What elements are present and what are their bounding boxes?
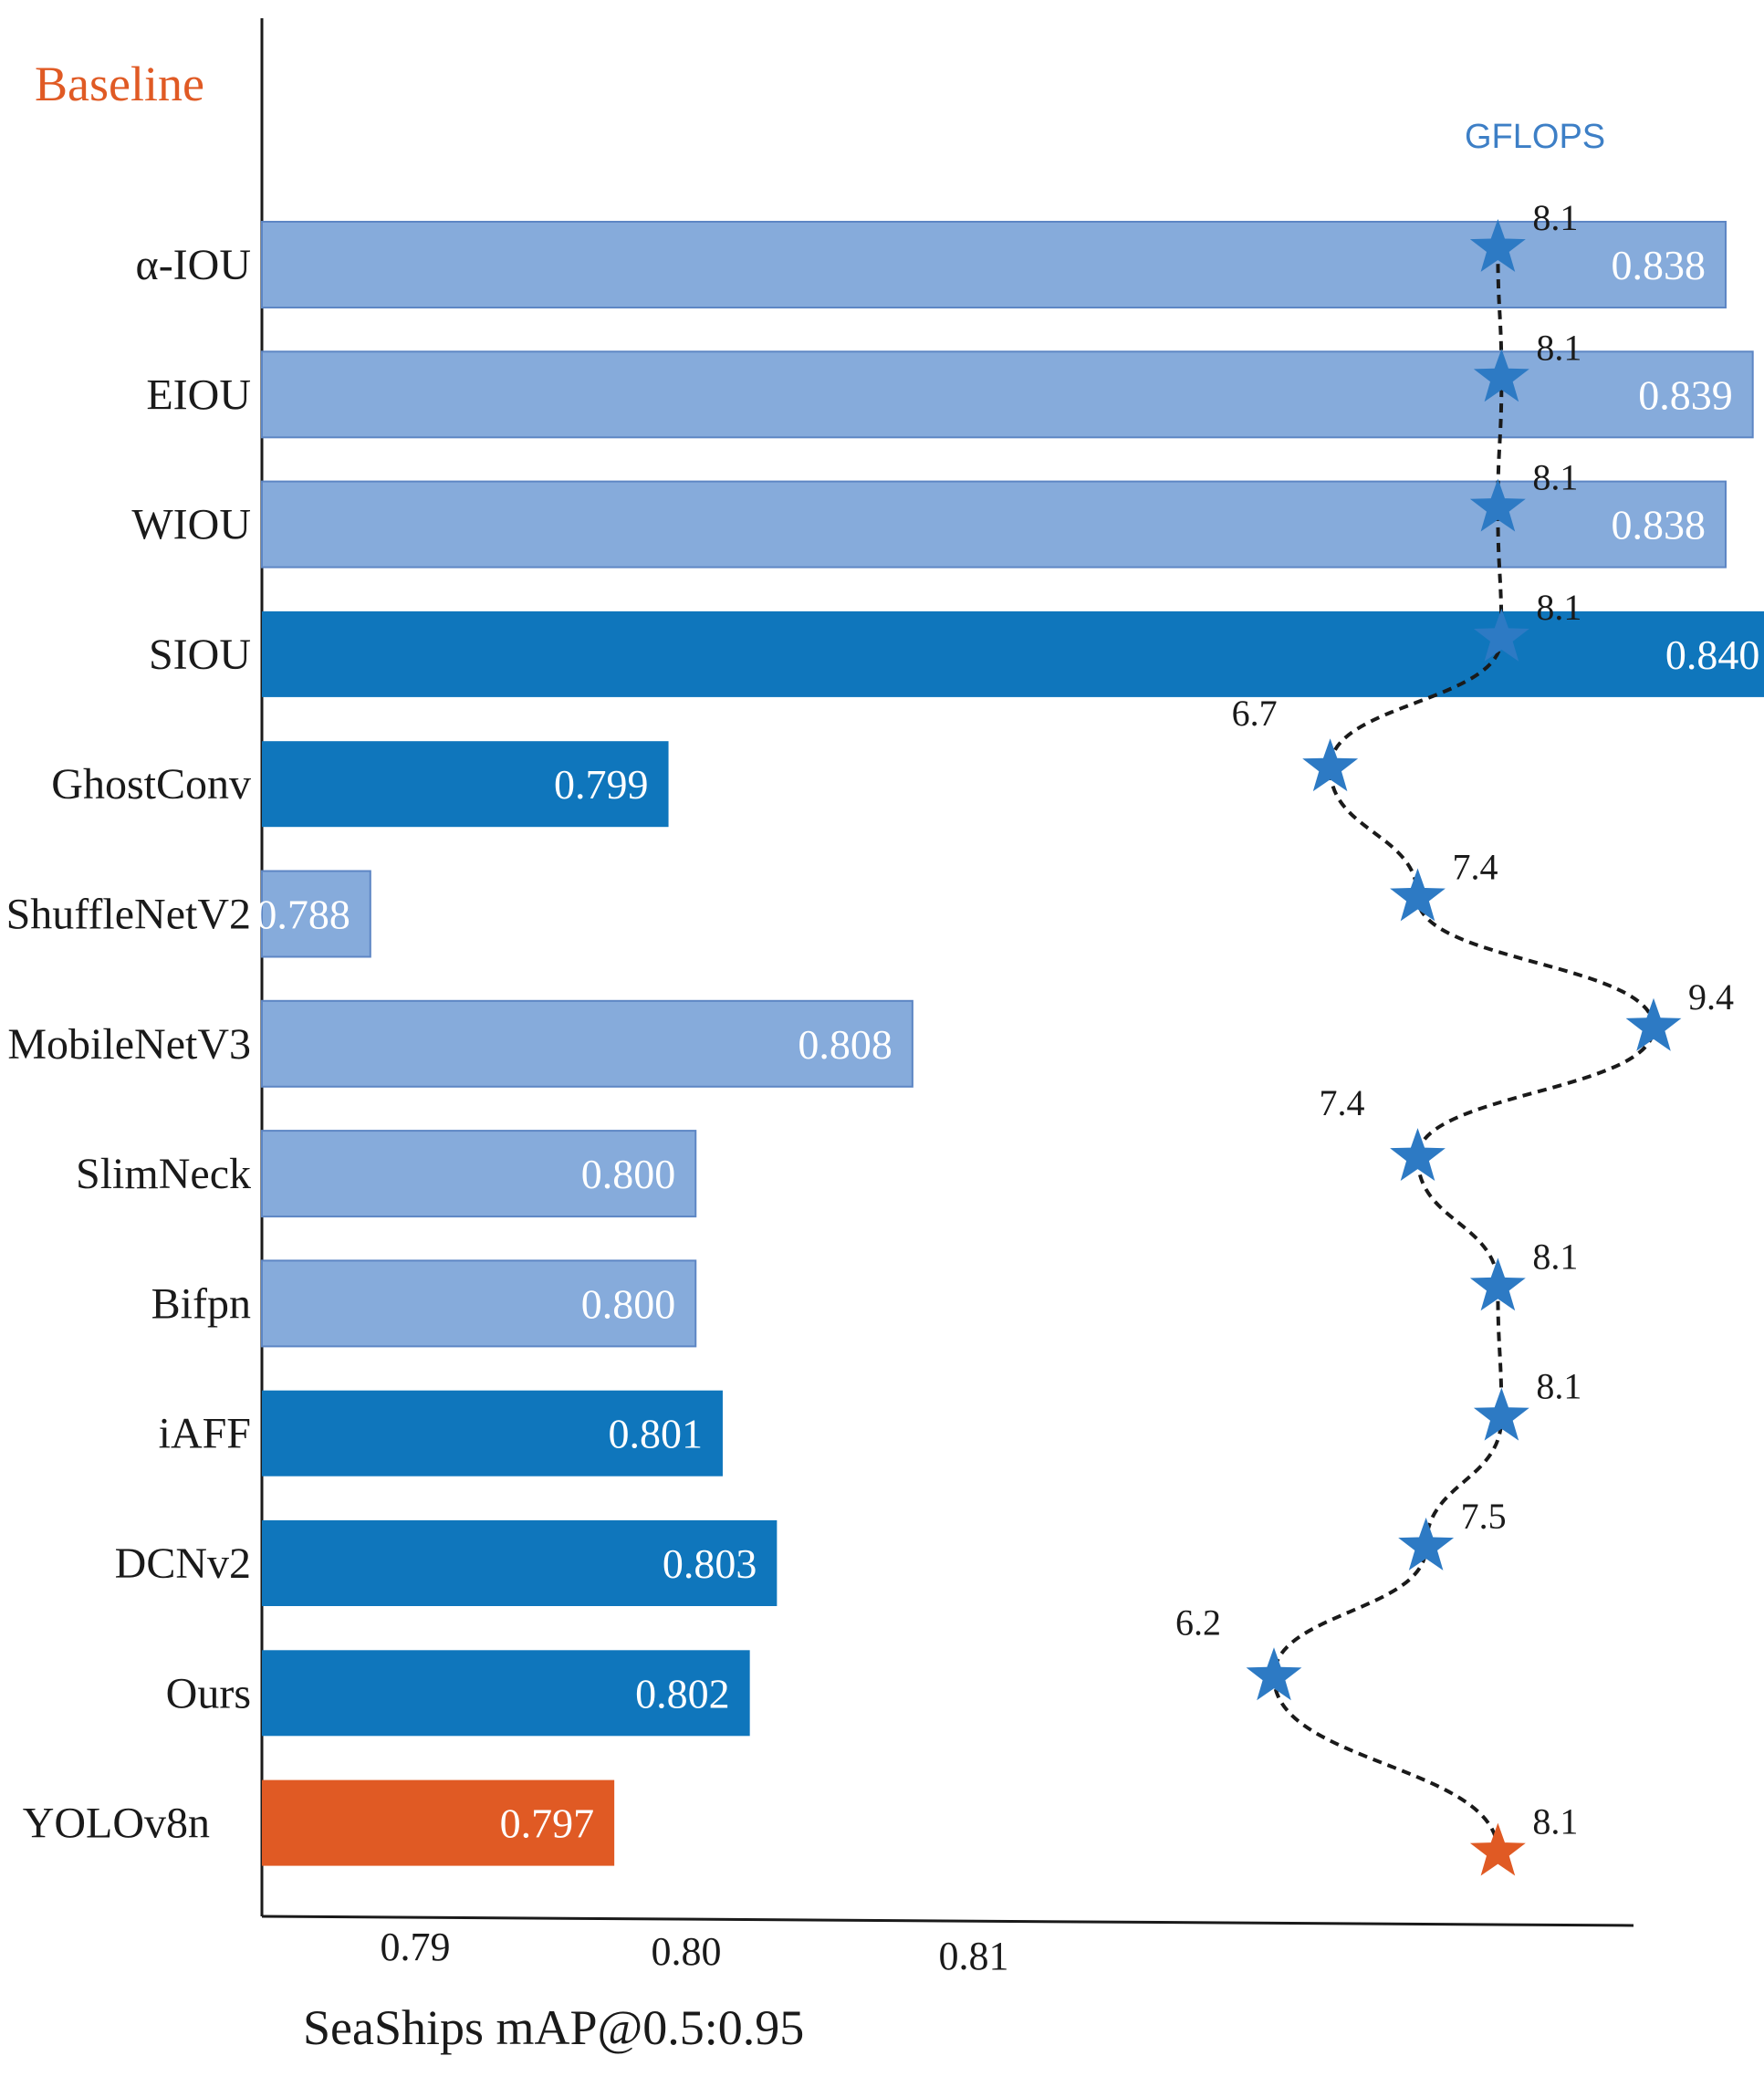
gflops-value-label: 8.1 bbox=[1536, 587, 1581, 628]
bar-item bbox=[261, 870, 371, 958]
gflops-value-label: 7.4 bbox=[1453, 847, 1498, 888]
gflops-star bbox=[1473, 608, 1529, 662]
gflops-star bbox=[1625, 997, 1682, 1051]
gflops-star bbox=[1398, 1518, 1455, 1570]
bar-item bbox=[261, 1259, 697, 1348]
bar-value-label: 0.788 bbox=[256, 892, 350, 938]
category-label: SlimNeck bbox=[76, 1150, 251, 1198]
bar-item bbox=[262, 1390, 723, 1477]
bar-item bbox=[261, 480, 1727, 569]
category-label-group: α-IOU EIOU WIOU SIOU GhostConv ShuffleNetV2 Mo… bbox=[6, 241, 251, 1848]
category-label: α-IOU bbox=[136, 241, 251, 289]
x-axis-line bbox=[261, 1915, 1634, 1927]
bar-value-label: 0.838 bbox=[1611, 502, 1706, 548]
gflops-star bbox=[1469, 219, 1526, 272]
gflops-star-group: 8.1 8.1 8.1 8.1 6.7 7.4 9.4 7.4 8.1 8.1 7.5 6.2 8.1 bbox=[1175, 197, 1734, 1876]
bar-value-label: 0.839 bbox=[1638, 371, 1733, 418]
gflops-value-label: 6.7 bbox=[1232, 693, 1278, 734]
gflops-star bbox=[1469, 478, 1526, 532]
category-label: MobileNetV3 bbox=[7, 1020, 251, 1069]
gflops-value-label: 7.5 bbox=[1461, 1496, 1507, 1537]
gflops-star bbox=[1390, 1128, 1446, 1181]
category-label: DCNv2 bbox=[115, 1539, 251, 1588]
bar-value-label: 0.800 bbox=[581, 1280, 676, 1327]
category-label: Ours bbox=[166, 1669, 251, 1717]
gflops-value-label: 8.1 bbox=[1532, 457, 1578, 498]
bar-group: 0.838 0.839 0.838 0.840 0.799 0.788 0.808 0.800… bbox=[256, 221, 1764, 1866]
bar-value-label: 0.801 bbox=[608, 1411, 703, 1457]
bar-item bbox=[262, 1650, 750, 1737]
category-label: Bifpn bbox=[151, 1279, 251, 1328]
gflops-value-label: 6.2 bbox=[1175, 1602, 1221, 1643]
category-label: iAFF bbox=[159, 1410, 251, 1458]
gflops-value-label: 7.4 bbox=[1320, 1082, 1365, 1123]
category-label: EIOU bbox=[146, 370, 251, 419]
bar-yolov8n bbox=[262, 1779, 615, 1866]
bar-value-label: 0.838 bbox=[1611, 242, 1706, 288]
gflops-dashed-line bbox=[1271, 247, 1656, 1852]
category-label: GhostConv bbox=[51, 760, 251, 809]
bar-value-label: 0.808 bbox=[798, 1021, 892, 1068]
gflops-star bbox=[1390, 868, 1446, 922]
gflops-star bbox=[1473, 349, 1529, 402]
category-label: YOLOv8n bbox=[23, 1800, 210, 1848]
bar-value-label: 0.840 bbox=[1665, 631, 1760, 678]
gflops-star bbox=[1473, 1387, 1529, 1441]
gflops-value-label: 8.1 bbox=[1536, 327, 1581, 368]
gflops-line-group bbox=[1271, 247, 1656, 1852]
bar-value-label: 0.797 bbox=[500, 1800, 595, 1847]
x-tick-label: 0.79 bbox=[381, 1925, 451, 1969]
gflops-value-label: 8.1 bbox=[1532, 1236, 1578, 1277]
bar-item bbox=[261, 1130, 697, 1218]
bar-item bbox=[262, 741, 669, 828]
x-tick-label: 0.80 bbox=[652, 1929, 722, 1974]
gflops-value-label: 9.4 bbox=[1688, 976, 1734, 1017]
x-tick-label: 0.81 bbox=[939, 1934, 1009, 1978]
bar-item bbox=[261, 999, 913, 1088]
gflops-title: GFLOPS bbox=[1465, 118, 1605, 156]
category-label: SIOU bbox=[149, 631, 251, 679]
gflops-value-label: 8.1 bbox=[1532, 1801, 1578, 1842]
category-label: ShuffleNetV2 bbox=[6, 891, 251, 939]
baseline-title: Baseline bbox=[35, 57, 204, 111]
gflops-star bbox=[1246, 1647, 1302, 1701]
gflops-value-label: 8.1 bbox=[1536, 1366, 1581, 1407]
bar-value-label: 0.799 bbox=[554, 761, 649, 808]
bar-item bbox=[261, 221, 1727, 308]
bar-item bbox=[262, 1520, 778, 1606]
x-axis-title: SeaShips mAP@0.5:0.95 bbox=[303, 2000, 804, 2055]
gflops-value-label: 8.1 bbox=[1532, 197, 1578, 238]
x-tick-group: 0.79 0.80 0.81 bbox=[381, 1925, 1009, 1978]
bar-value-label: 0.803 bbox=[663, 1540, 757, 1587]
bar-item bbox=[261, 350, 1754, 439]
gflops-star bbox=[1302, 738, 1359, 792]
category-label: WIOU bbox=[131, 501, 251, 549]
bar-value-label: 0.800 bbox=[581, 1151, 676, 1197]
gflops-star bbox=[1469, 1257, 1526, 1311]
bar-value-label: 0.802 bbox=[635, 1670, 730, 1717]
gflops-star-baseline bbox=[1469, 1822, 1526, 1876]
